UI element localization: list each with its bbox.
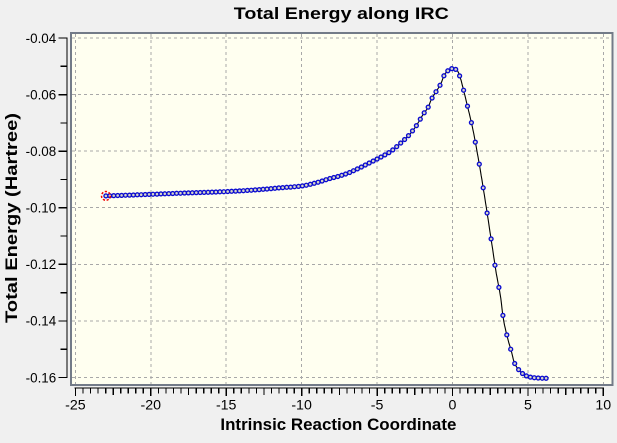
svg-text:5: 5 — [524, 398, 532, 414]
svg-text:Total Energy (Hartree): Total Energy (Hartree) — [3, 113, 21, 323]
svg-text:-10: -10 — [291, 398, 312, 414]
svg-text:Total Energy along IRC: Total Energy along IRC — [234, 5, 449, 23]
svg-text:-0.06: -0.06 — [26, 87, 57, 102]
svg-text:-15: -15 — [216, 398, 237, 414]
svg-text:-0.10: -0.10 — [26, 201, 57, 216]
svg-text:-0.04: -0.04 — [26, 31, 57, 46]
svg-text:10: 10 — [595, 398, 611, 414]
svg-text:-0.16: -0.16 — [26, 370, 57, 385]
svg-text:-0.08: -0.08 — [26, 144, 57, 159]
svg-text:-0.14: -0.14 — [26, 314, 57, 329]
svg-text:-5: -5 — [371, 398, 384, 414]
svg-text:-20: -20 — [141, 398, 162, 414]
svg-text:Intrinsic Reaction Coordinate: Intrinsic Reaction Coordinate — [220, 416, 456, 434]
svg-text:-25: -25 — [65, 398, 86, 414]
svg-text:0: 0 — [449, 398, 457, 414]
svg-text:-0.12: -0.12 — [26, 257, 57, 272]
